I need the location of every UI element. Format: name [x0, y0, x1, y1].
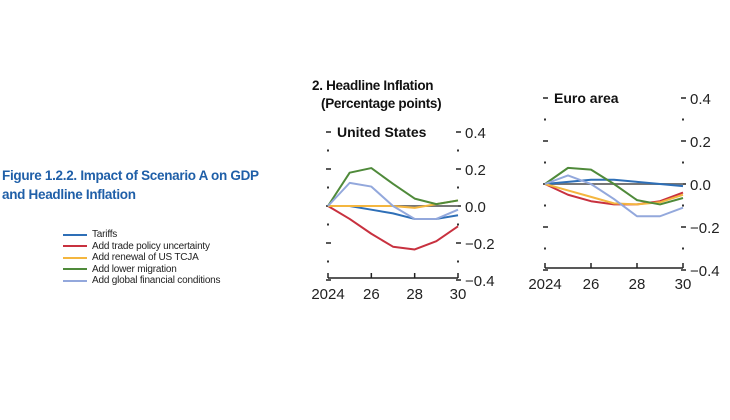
y-minor-tick: [544, 204, 546, 207]
y-minor-tick: [457, 149, 459, 152]
figure-title-line2: and Headline Inflation: [2, 187, 136, 202]
y-tick-label: −0.2: [690, 220, 720, 237]
series-line-add-renewal-of-us-tcja: [544, 183, 684, 206]
y-tick-label: −0.2: [465, 236, 495, 253]
figure-title: Figure 1.2.2. Impact of Scenario A on GD…: [2, 166, 259, 204]
y-tick-label: 0.2: [465, 162, 486, 179]
y-minor-tick: [682, 161, 684, 164]
legend-swatch: [63, 256, 87, 259]
legend-item: Add trade policy uncertainty: [63, 241, 220, 253]
legend: Tariffs Add trade policy uncertainty Add r…: [63, 229, 221, 287]
y-tick-label: −0.4: [690, 263, 720, 280]
y-tick-label: 0.4: [690, 91, 711, 108]
y-minor-tick: [682, 204, 684, 207]
legend-label: Add lower migration: [92, 263, 177, 275]
legend-label: Add renewal of US TCJA: [92, 252, 199, 263]
y-minor-tick: [457, 223, 459, 226]
x-tick-label: 2024: [311, 286, 344, 303]
series-line-add-global-financial-conditions: [327, 181, 459, 220]
y-tick-label: 0.2: [690, 134, 711, 151]
legend-item: Add global financial conditions: [63, 275, 221, 287]
y-minor-tick: [682, 247, 684, 250]
legend-swatch: [63, 268, 87, 271]
legend-swatch: [63, 233, 87, 236]
panel-title-line1: 2. Headline Inflation: [312, 78, 434, 93]
panel-subtitle-0: United States: [337, 124, 427, 140]
y-tick-label: 0.0: [690, 177, 711, 194]
x-tick-label: 28: [629, 276, 646, 293]
legend-label: Tariffs: [92, 229, 118, 240]
legend-label: Add trade policy uncertainty: [92, 240, 210, 252]
legend-item: Add lower migration: [63, 264, 220, 276]
y-minor-tick: [457, 260, 459, 263]
legend-label: Add global financial conditions: [92, 275, 221, 286]
series-line-tariffs: [544, 178, 684, 188]
figure-title-line1: Figure 1.2.2. Impact of Scenario A on GD…: [2, 168, 259, 183]
series-line-add-trade-policy-uncertainty: [544, 183, 684, 206]
y-minor-tick: [544, 247, 546, 250]
y-minor-tick: [327, 223, 329, 226]
series-line-add-lower-migration: [327, 167, 459, 207]
panel-subtitle-1: Euro area: [554, 90, 619, 106]
panel-euro-area: 0.4 0.2 0.0 −0.2 −0.4 2024 26 28 30 Euro area: [528, 90, 719, 293]
y-minor-tick: [544, 118, 546, 121]
y-minor-tick: [327, 149, 329, 152]
y-tick-label: −0.4: [465, 273, 495, 290]
legend-swatch: [63, 245, 87, 248]
series-line-add-trade-policy-uncertainty: [327, 205, 459, 251]
x-tick-label: 26: [363, 286, 380, 303]
panel-subtitle: (Percentage points): [321, 96, 442, 111]
y-minor-tick: [544, 161, 546, 164]
panel-united-states: 0.4 0.2 0.0 −0.2 −0.4 2024 26 28 30 United States: [311, 124, 494, 303]
legend-item: Tariffs: [63, 229, 220, 241]
x-tick-label: 2024: [528, 276, 561, 293]
x-tick-label: 30: [450, 286, 467, 303]
y-minor-tick: [682, 118, 684, 121]
x-tick-label: 26: [583, 276, 600, 293]
panel-title: 2. Headline Inflation (Percentage points…: [312, 77, 442, 113]
y-tick-label: 0.0: [465, 199, 486, 216]
series-line-add-global-financial-conditions: [544, 174, 684, 218]
x-tick-label: 28: [406, 286, 423, 303]
x-tick-label: 30: [675, 276, 692, 293]
legend-item: Add renewal of US TCJA: [63, 252, 220, 264]
y-minor-tick: [327, 260, 329, 263]
y-minor-tick: [457, 186, 459, 189]
y-tick-label: 0.4: [465, 125, 486, 142]
y-minor-tick: [327, 186, 329, 189]
series-line-add-lower-migration: [544, 166, 684, 206]
legend-swatch: [63, 279, 87, 282]
